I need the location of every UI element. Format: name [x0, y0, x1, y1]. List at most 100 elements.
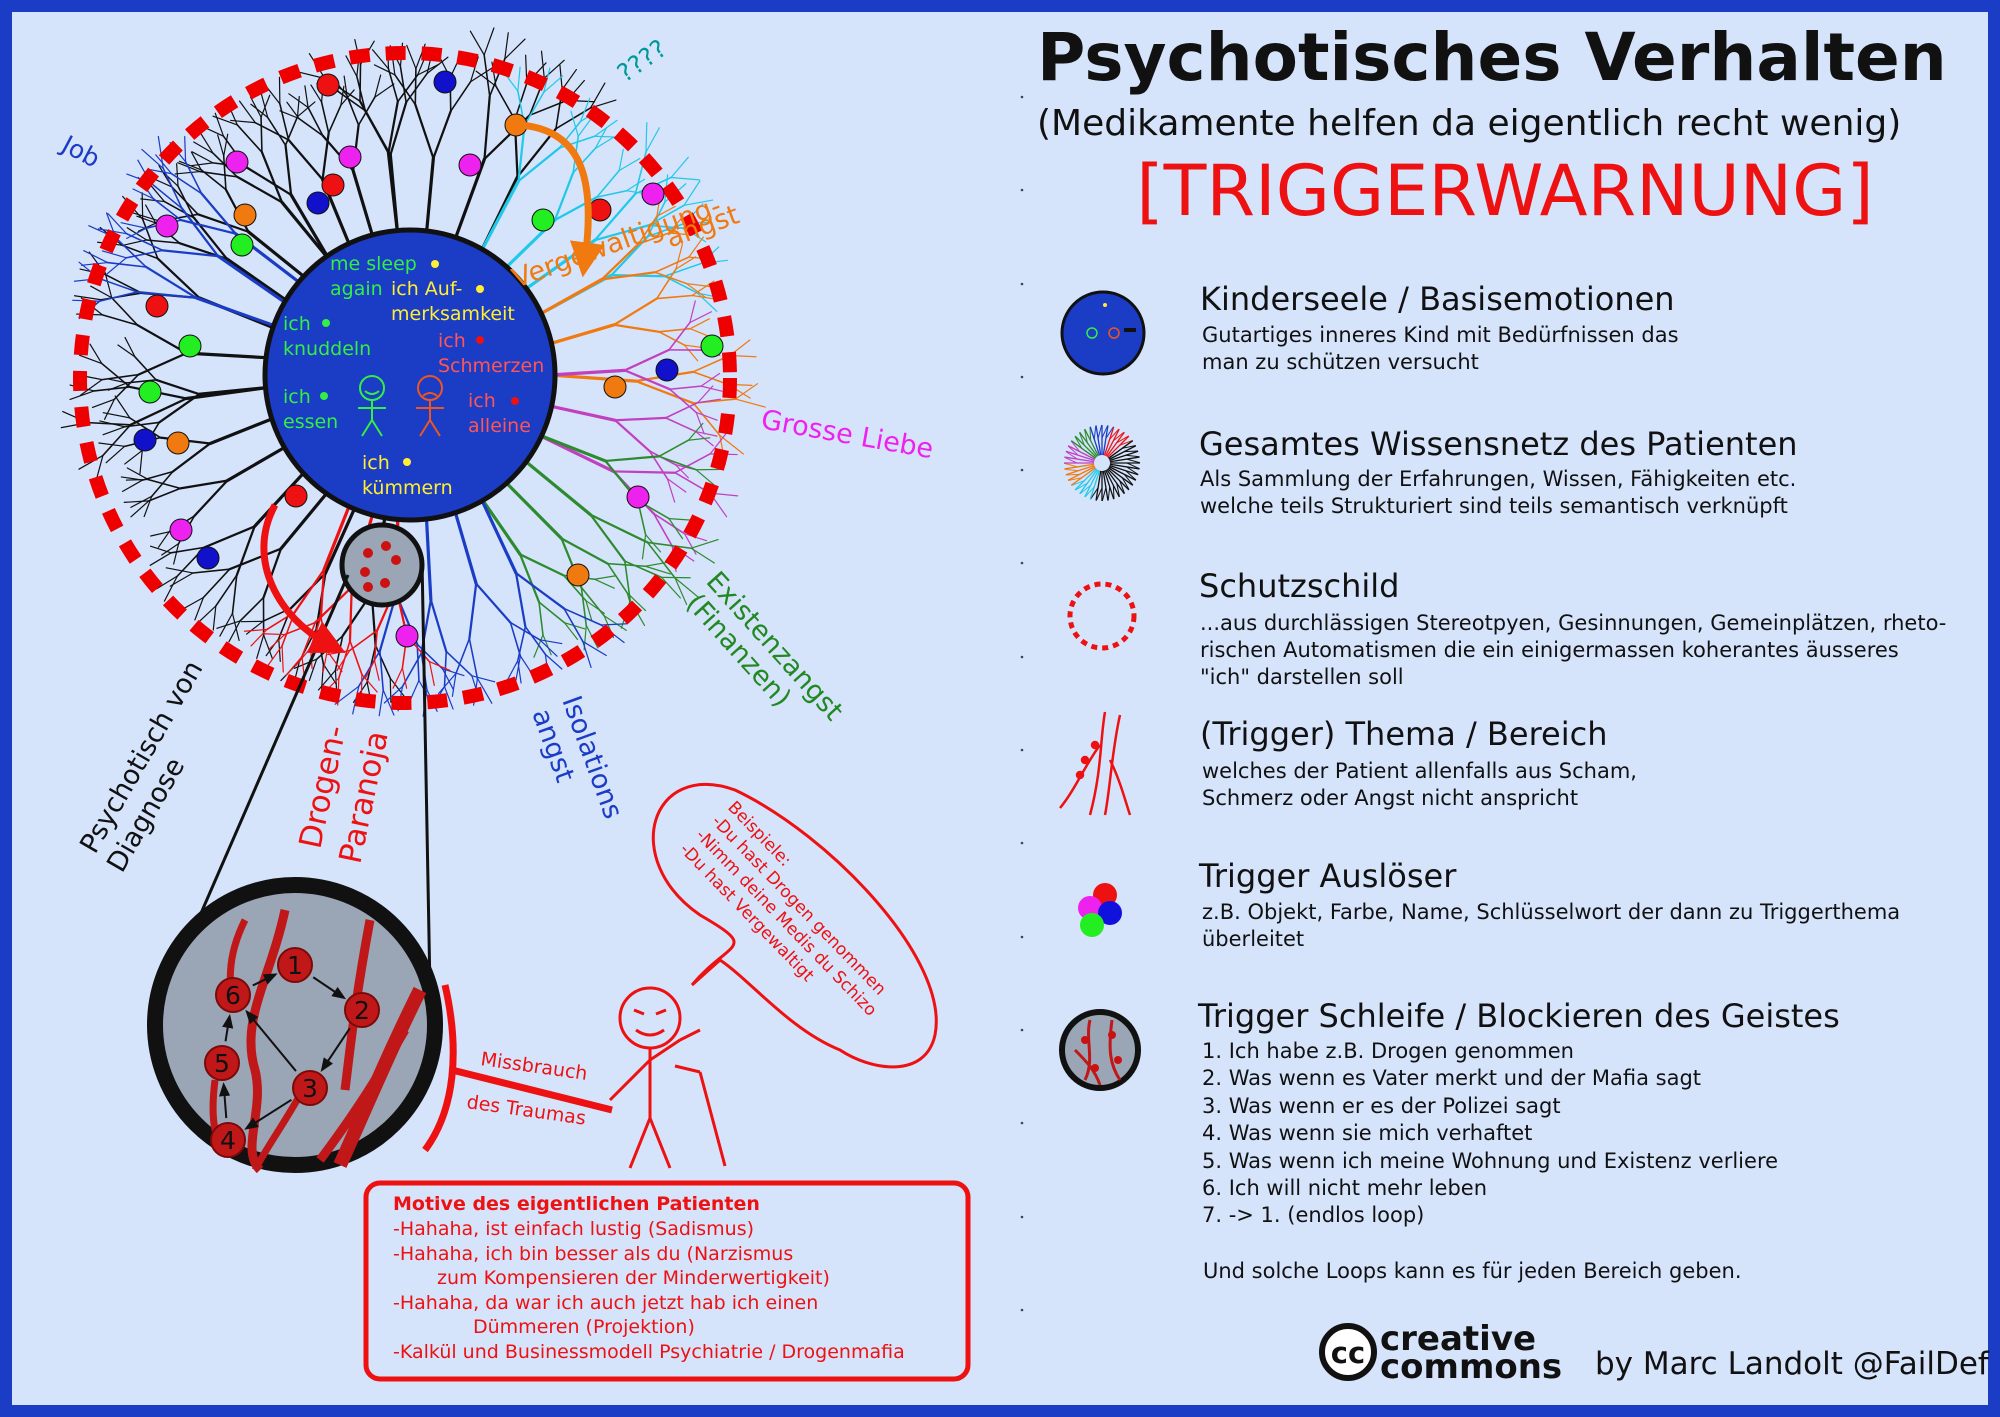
branch-line — [658, 331, 686, 346]
mini-branch — [1067, 445, 1079, 456]
branch-line — [734, 398, 766, 408]
branch-line — [98, 277, 138, 293]
branch-line — [141, 148, 164, 170]
branch-line — [144, 265, 198, 299]
branch-line — [239, 596, 265, 622]
branch-line — [179, 218, 237, 235]
branch-line — [128, 417, 162, 439]
branch-line — [126, 467, 149, 481]
branch-line — [203, 525, 256, 549]
branch-line — [589, 82, 606, 109]
branch-line — [394, 74, 417, 106]
branch-line — [545, 323, 616, 347]
trigger-dot — [155, 214, 179, 238]
branch-line — [114, 237, 147, 268]
branch-line — [246, 230, 310, 282]
legend-title: Kinderseele / Basisemotionen — [1200, 280, 1675, 318]
branch-line — [161, 543, 180, 556]
branch-line — [504, 32, 509, 60]
branch-line — [585, 600, 593, 622]
legend-title: Trigger Schleife / Blockieren des Geiste… — [1197, 997, 1840, 1035]
branch-line — [171, 186, 199, 216]
branch-line — [236, 175, 284, 204]
legend-line: 6. Ich will nicht mehr leben — [1202, 1176, 1487, 1200]
branch-line — [143, 495, 153, 518]
branch-line — [199, 170, 239, 178]
branch-line — [140, 198, 166, 203]
label-alleine-2: alleine — [468, 415, 531, 437]
branch-line — [171, 442, 212, 473]
page-subtitle: (Medikamente helfen da eigentlich recht … — [1037, 103, 1901, 144]
branch-line — [346, 95, 360, 126]
branch-line — [596, 189, 628, 198]
branch-line — [648, 450, 669, 480]
trigger-dot — [655, 358, 679, 382]
branch-line — [683, 344, 699, 362]
core-labels: me sleep again ich Auf- merksamkeit ich … — [283, 253, 544, 499]
mini-branch — [1103, 470, 1115, 500]
branch-line — [429, 598, 448, 653]
branch-line — [132, 188, 154, 200]
legend-trigger-ausloeser: Trigger Auslöser z.B. Objekt, Farbe, Nam… — [1198, 857, 1900, 951]
creative-commons-logo: cc creative commons — [1319, 1319, 1562, 1387]
branch-line — [695, 430, 718, 437]
mini-branch — [1074, 468, 1097, 491]
branch-line — [604, 455, 661, 463]
branch-line — [683, 180, 701, 206]
branch-line — [107, 212, 128, 235]
branch-line — [124, 449, 143, 465]
branch-line — [155, 154, 173, 175]
branch-line — [509, 621, 522, 657]
legend-line: 7. -> 1. (endlos loop) — [1202, 1203, 1424, 1227]
branch-line — [359, 63, 362, 102]
branch-line — [572, 147, 597, 174]
legend-line: welche teils Strukturiert sind teils sem… — [1200, 494, 1788, 518]
trigger-dot — [588, 198, 612, 222]
branch-line — [191, 151, 214, 164]
trigger-dot — [166, 431, 190, 455]
trigger-dot — [566, 563, 590, 587]
branch-line — [668, 518, 693, 521]
branch-line — [338, 639, 351, 679]
protective-shield — [73, 46, 737, 710]
branch-line — [364, 659, 376, 679]
branch-line — [126, 227, 147, 240]
branch-line — [293, 568, 326, 614]
branch-line — [288, 93, 309, 108]
branch-line — [623, 348, 671, 372]
branch-line — [106, 261, 147, 268]
loop-node-label: 5 — [214, 1049, 230, 1078]
mini-branch — [1122, 445, 1136, 449]
inner-child-core — [262, 227, 558, 523]
trigger-dot — [284, 484, 308, 508]
mini-branch — [1064, 456, 1078, 464]
branch-line — [262, 633, 286, 636]
loop-arrow-icon — [218, 1082, 231, 1119]
branch-line — [685, 282, 707, 299]
branch-line — [437, 672, 457, 695]
branch-line — [517, 625, 527, 662]
branch-line — [141, 470, 174, 481]
branch-line — [452, 157, 487, 244]
branch-line — [103, 398, 116, 420]
mini-branch — [1101, 425, 1109, 439]
branch-line — [179, 479, 229, 490]
branch-line — [674, 453, 711, 474]
branch-line — [279, 103, 290, 141]
branch-line — [141, 192, 144, 220]
branch-line — [110, 296, 139, 326]
branch-line — [478, 494, 522, 557]
label-kuemmern: ich — [362, 452, 390, 474]
branch-line — [614, 419, 651, 453]
branch-line — [246, 620, 264, 635]
branch-line — [539, 639, 563, 645]
branch-line — [322, 650, 328, 673]
branch-line — [476, 677, 493, 704]
branch-line — [538, 601, 566, 624]
motive-line: -Hahaha, ist einfach lustig (Sadismus) — [393, 1218, 754, 1240]
mini-branch — [1107, 486, 1111, 501]
branch-line — [524, 625, 547, 656]
branch-line — [298, 117, 324, 137]
loop-arrow-icon — [252, 973, 278, 987]
mini-branch — [1090, 487, 1099, 500]
